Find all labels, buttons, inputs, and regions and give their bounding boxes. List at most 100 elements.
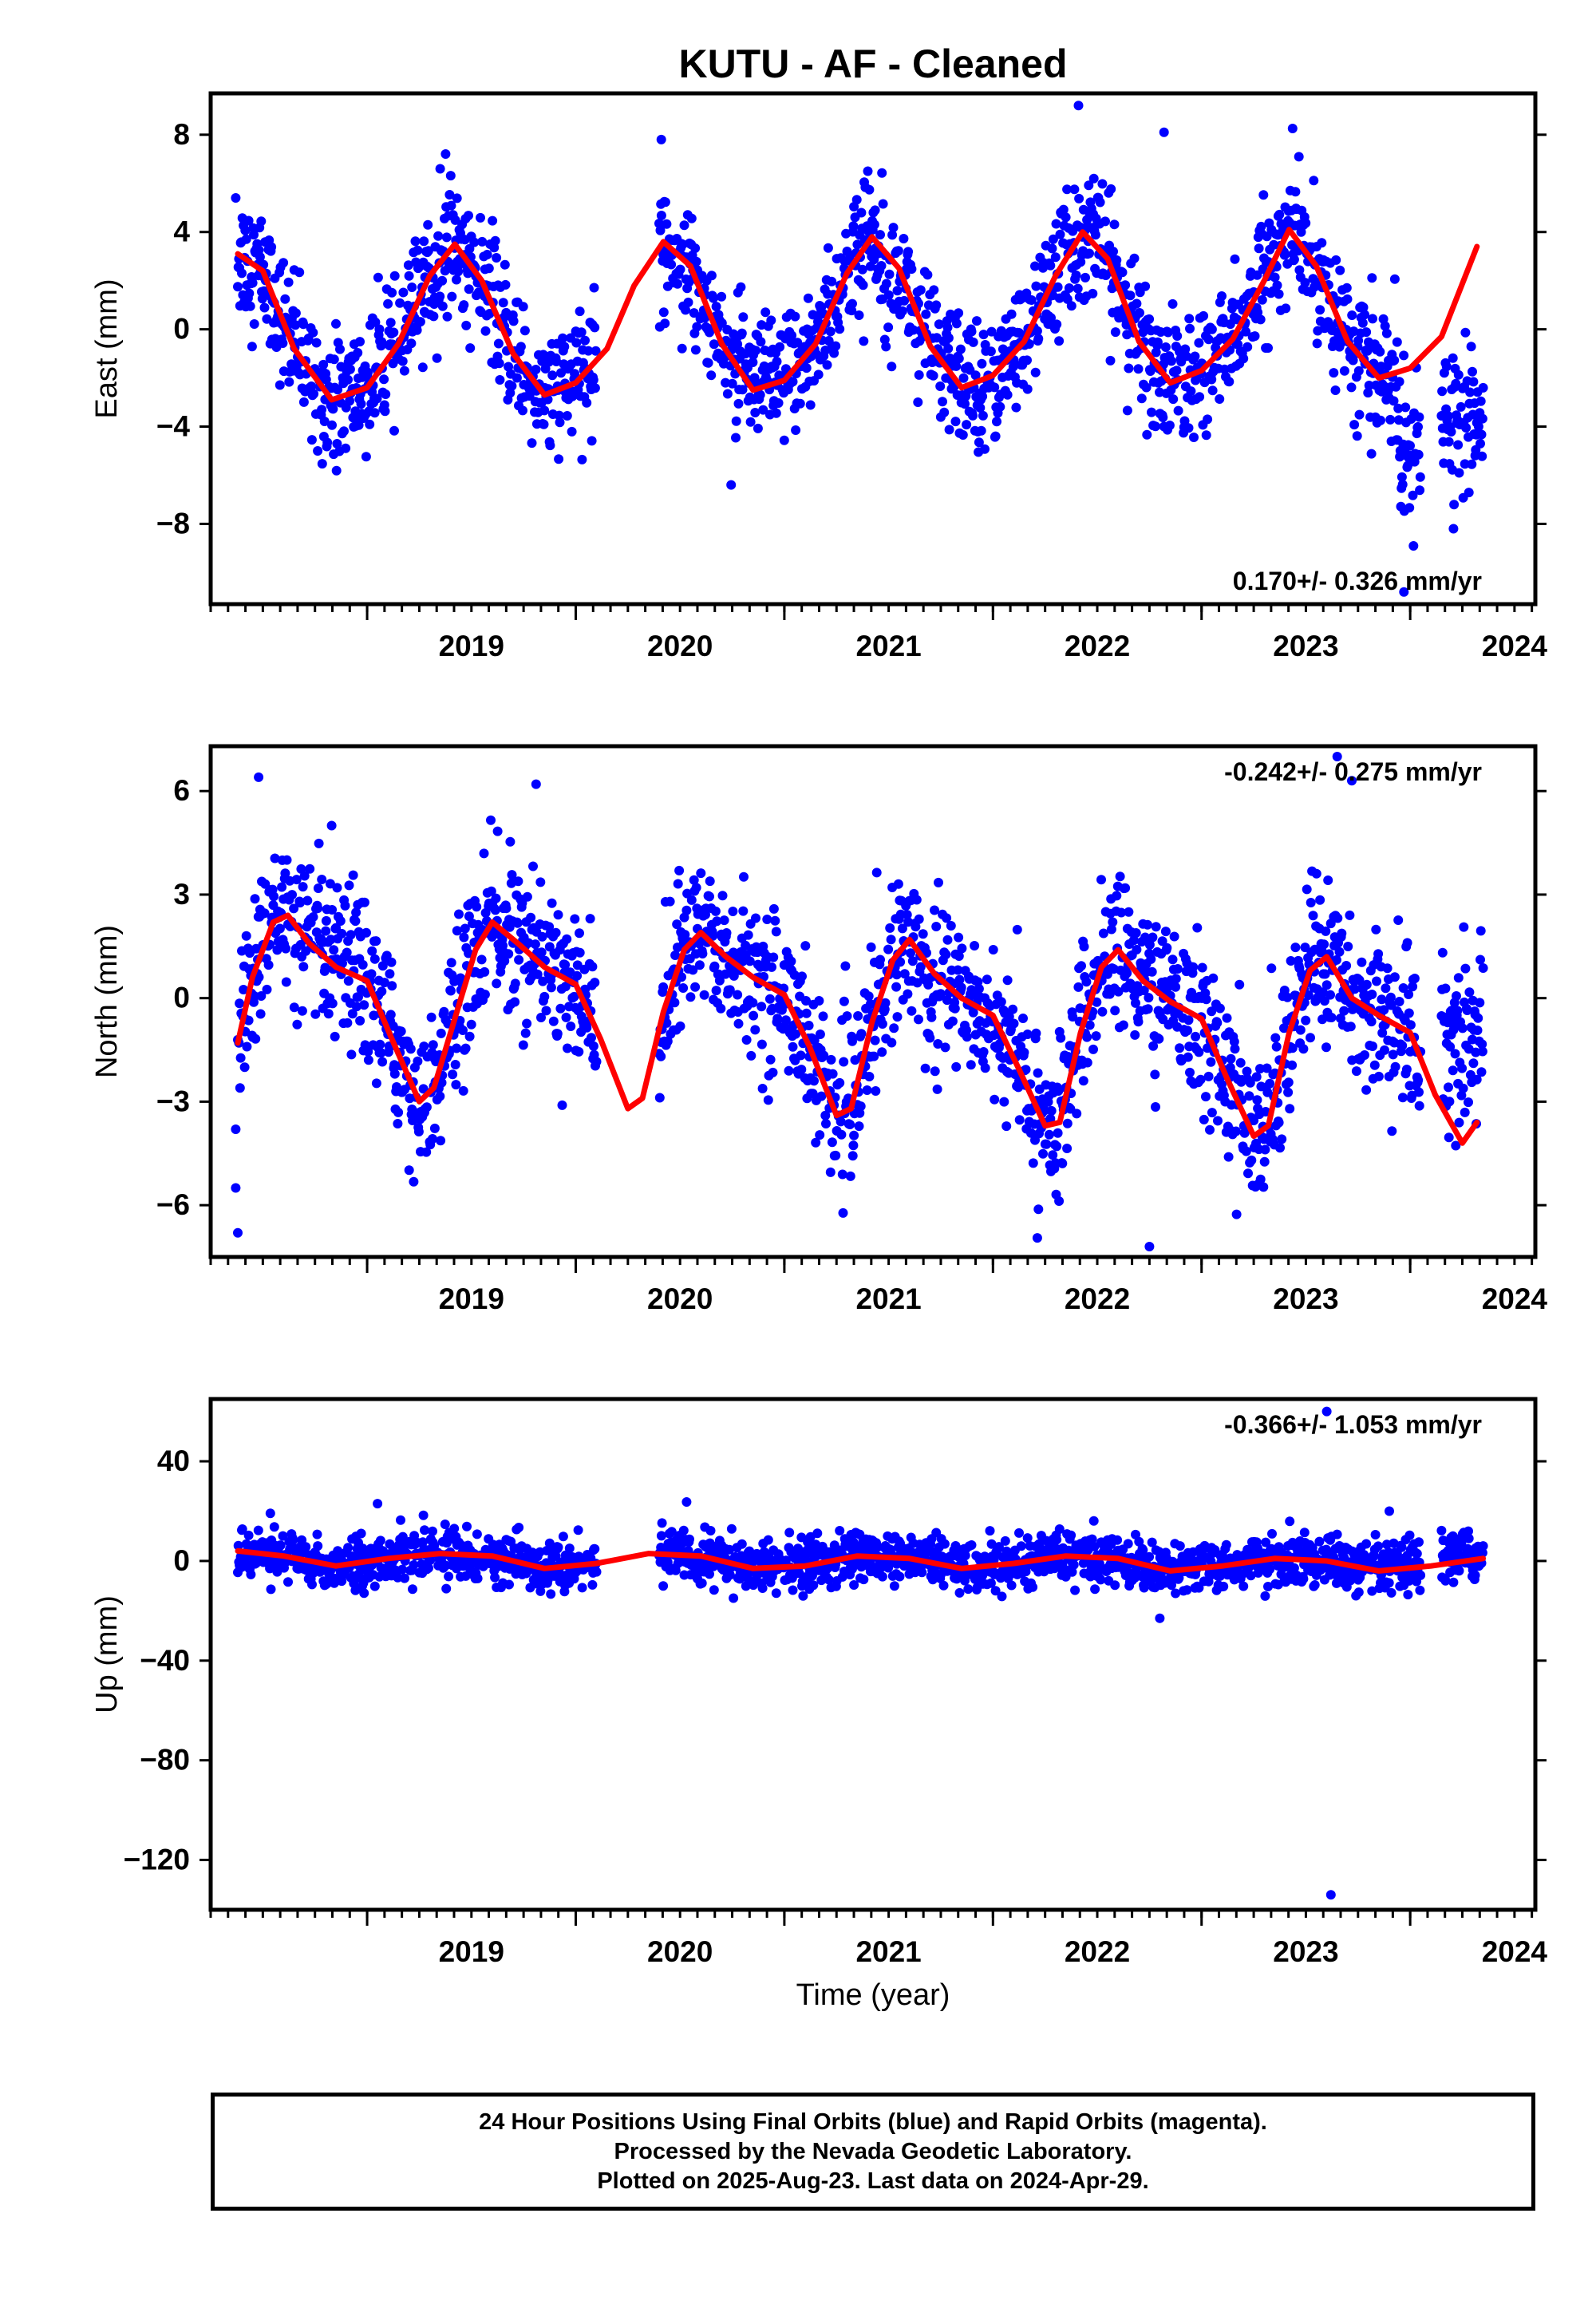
east-point xyxy=(1026,295,1037,305)
east-point xyxy=(1366,449,1377,459)
east-point xyxy=(1095,197,1105,207)
east-point xyxy=(558,333,568,343)
north-point xyxy=(1385,992,1396,1002)
north-point xyxy=(877,1019,887,1029)
north-point xyxy=(1131,928,1141,938)
east-point xyxy=(1207,385,1218,396)
north-point xyxy=(1205,1124,1215,1135)
east-point xyxy=(779,435,789,445)
east-point xyxy=(587,436,597,446)
north-point xyxy=(680,930,690,940)
east-point xyxy=(1230,254,1240,264)
north-point xyxy=(1258,1182,1269,1192)
east-point xyxy=(709,339,719,350)
north-ytick-label: 6 xyxy=(173,774,190,807)
north-point xyxy=(1408,982,1418,992)
north-point xyxy=(1457,1023,1468,1034)
north-point xyxy=(371,936,381,947)
east-ylabel: East (mm) xyxy=(90,279,124,418)
east-point xyxy=(527,438,537,449)
up-point xyxy=(681,1497,692,1507)
north-point xyxy=(313,903,323,914)
north-point xyxy=(464,911,474,922)
east-point xyxy=(582,397,592,408)
east-ytick-label: 4 xyxy=(173,215,190,248)
east-point xyxy=(570,369,580,379)
north-point xyxy=(1106,924,1116,935)
east-point xyxy=(290,308,301,318)
north-point xyxy=(281,977,291,987)
north-point xyxy=(864,1072,875,1081)
up-data xyxy=(233,1406,1488,1900)
up-point xyxy=(233,1540,243,1551)
north-point xyxy=(413,1056,423,1066)
up-point xyxy=(824,1575,834,1585)
north-point xyxy=(930,905,939,915)
north-point xyxy=(1302,884,1312,895)
up-point xyxy=(678,1525,689,1535)
north-point xyxy=(335,916,346,926)
north-point xyxy=(1286,956,1296,966)
north-point xyxy=(1397,1041,1408,1051)
north-point xyxy=(1235,1057,1246,1068)
east-point xyxy=(690,243,701,253)
north-point xyxy=(358,959,368,970)
north-point xyxy=(1331,954,1341,965)
east-point xyxy=(380,406,390,417)
north-point xyxy=(947,1016,958,1026)
east-point xyxy=(255,252,265,262)
east-point xyxy=(1274,289,1284,299)
north-point xyxy=(836,1129,847,1140)
north-point xyxy=(552,1029,563,1039)
east-point xyxy=(341,443,351,453)
east-point xyxy=(283,277,294,287)
east-point xyxy=(381,389,391,399)
north-point xyxy=(289,903,299,914)
north-point xyxy=(259,908,270,919)
north-point xyxy=(1012,924,1022,935)
north-point xyxy=(366,969,377,979)
north-point xyxy=(1287,1060,1298,1070)
north-point xyxy=(819,1050,829,1061)
north-point xyxy=(670,998,680,1008)
north-point xyxy=(235,1083,245,1093)
north-point xyxy=(254,772,264,782)
north-point xyxy=(1188,962,1199,972)
north-point xyxy=(1146,954,1156,964)
up-point xyxy=(705,1569,714,1579)
north-point xyxy=(1459,922,1469,932)
north-point xyxy=(317,875,327,884)
north-point xyxy=(413,1127,424,1136)
east-point xyxy=(1400,402,1411,413)
east-point xyxy=(492,253,502,263)
north-point xyxy=(1207,1006,1217,1017)
north-point xyxy=(862,1085,872,1095)
east-point xyxy=(1203,414,1213,425)
north-point xyxy=(1390,1061,1400,1072)
north-point xyxy=(1167,954,1178,965)
east-point xyxy=(531,365,541,374)
north-point xyxy=(342,1018,353,1028)
north-point xyxy=(974,984,984,994)
north-point xyxy=(321,915,331,926)
east-point xyxy=(656,211,666,220)
east-point xyxy=(673,279,682,289)
east-point xyxy=(1144,314,1155,324)
east-point xyxy=(317,459,327,469)
north-point xyxy=(1445,1041,1456,1052)
north-point xyxy=(1401,1065,1412,1074)
north-point xyxy=(1213,1116,1223,1126)
north-point xyxy=(354,992,363,1002)
east-point xyxy=(795,398,805,409)
north-point xyxy=(789,970,800,980)
east-point xyxy=(1184,314,1195,324)
north-point xyxy=(1251,1072,1262,1082)
north-point xyxy=(725,985,735,995)
north-point xyxy=(1185,1067,1195,1077)
east-point xyxy=(309,389,319,399)
north-point xyxy=(1357,957,1367,967)
east-point xyxy=(488,215,498,226)
north-point xyxy=(728,907,738,916)
north-point xyxy=(452,926,462,936)
